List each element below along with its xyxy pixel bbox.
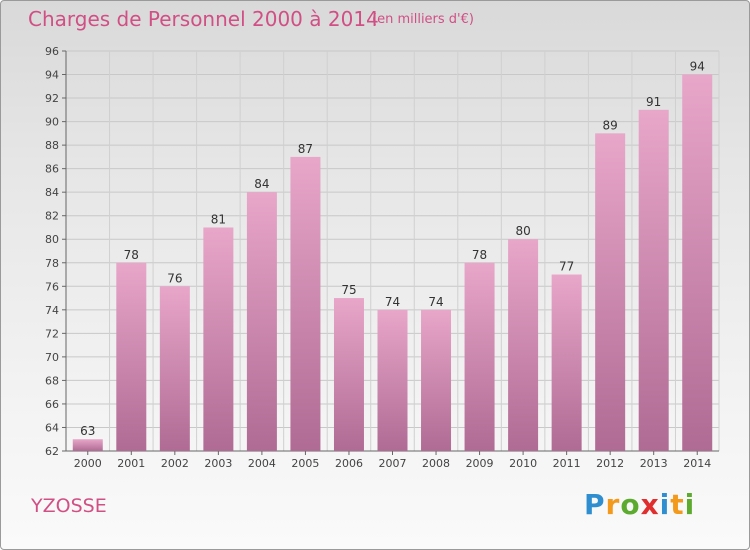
value-label: 76 <box>167 271 182 285</box>
y-tick-label: 94 <box>45 69 59 82</box>
y-tick-label: 72 <box>45 327 59 340</box>
bar-2003 <box>203 227 234 451</box>
bar-2002 <box>159 286 190 451</box>
bars <box>72 74 713 452</box>
y-tick-label: 70 <box>45 351 59 364</box>
value-label: 87 <box>298 142 313 156</box>
y-tick-label: 96 <box>45 45 59 58</box>
logo-letter: x <box>640 488 660 521</box>
x-tick-label: 2004 <box>248 457 276 470</box>
chart-subtitle: (en milliers d'€) <box>372 12 474 27</box>
y-tick-label: 76 <box>45 280 59 293</box>
x-tick-label: 2001 <box>117 457 145 470</box>
y-tick-label: 86 <box>45 163 59 176</box>
logo-letter: o <box>620 488 641 521</box>
bar-2013 <box>638 109 669 451</box>
bar-2009 <box>464 262 495 451</box>
value-label: 75 <box>341 283 356 297</box>
x-tick-label: 2002 <box>161 457 189 470</box>
x-tick-label: 2005 <box>291 457 319 470</box>
bar-2007 <box>377 309 408 451</box>
bar-2014 <box>682 74 713 451</box>
value-label: 78 <box>124 248 139 262</box>
x-tick-label: 2003 <box>204 457 232 470</box>
value-label: 94 <box>690 60 705 74</box>
bar-2000 <box>72 439 103 451</box>
logo-letter: i <box>684 488 696 521</box>
value-label: 81 <box>211 212 226 226</box>
proxiti-logo: Proxiti <box>584 488 695 521</box>
y-tick-label: 74 <box>45 304 59 317</box>
y-tick-label: 90 <box>45 116 59 129</box>
value-label: 80 <box>515 224 530 238</box>
y-tick-label: 66 <box>45 398 59 411</box>
logo-letter: r <box>605 488 621 521</box>
x-tick-label: 2008 <box>422 457 450 470</box>
value-label: 84 <box>254 177 269 191</box>
y-tick-label: 82 <box>45 210 59 223</box>
value-label: 89 <box>603 118 618 132</box>
y-tick-label: 80 <box>45 233 59 246</box>
x-tick-label: 2006 <box>335 457 363 470</box>
bar-2010 <box>508 239 539 451</box>
y-tick-label: 62 <box>45 445 59 458</box>
y-tick-label: 88 <box>45 139 59 152</box>
value-label: 91 <box>646 95 661 109</box>
logo-letter: P <box>584 488 606 521</box>
x-tick-label: 2013 <box>640 457 668 470</box>
y-tick-label: 64 <box>45 421 59 434</box>
bar-2012 <box>595 133 626 451</box>
bar-2004 <box>246 192 277 452</box>
x-tick-label: 2011 <box>553 457 581 470</box>
x-tick-label: 2000 <box>74 457 102 470</box>
x-tick-label: 2012 <box>596 457 624 470</box>
y-tick-label: 92 <box>45 92 59 105</box>
y-tick-label: 68 <box>45 374 59 387</box>
x-tick-label: 2009 <box>466 457 494 470</box>
x-tick-label: 2007 <box>379 457 407 470</box>
value-label: 77 <box>559 260 574 274</box>
bar-2006 <box>333 298 364 451</box>
bar-2008 <box>421 309 452 451</box>
chart-title: Charges de Personnel 2000 à 2014 <box>28 7 379 31</box>
value-label: 74 <box>385 295 400 309</box>
y-tick-label: 84 <box>45 186 59 199</box>
logo-letter: t <box>670 488 685 521</box>
value-label: 74 <box>428 295 443 309</box>
commune-name: YZOSSE <box>31 495 107 517</box>
bar-2011 <box>551 274 582 451</box>
value-label: 63 <box>80 424 95 438</box>
x-tick-label: 2014 <box>683 457 711 470</box>
logo-letter: i <box>659 488 671 521</box>
bar-2005 <box>290 156 321 451</box>
value-label: 78 <box>472 248 487 262</box>
y-tick-label: 78 <box>45 257 59 270</box>
bar-2001 <box>116 262 147 451</box>
value-labels: 63 78 76 81 84 87 75 74 74 78 80 77 89 91 94 <box>80 60 705 439</box>
x-tick-label: 2010 <box>509 457 537 470</box>
